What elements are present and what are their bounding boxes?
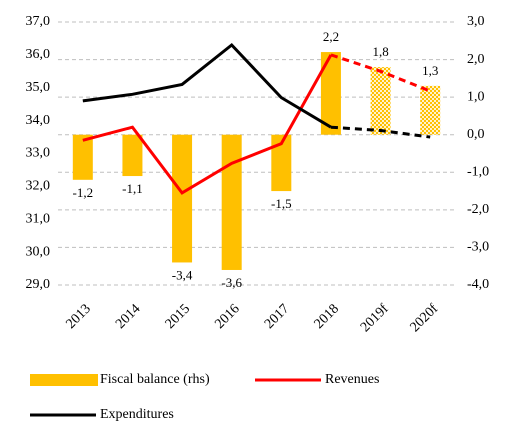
x-tick-label: 2018 bbox=[312, 301, 342, 331]
y-tick-label: 36,0 bbox=[26, 47, 51, 62]
line bbox=[330, 53, 431, 93]
y2-tick-label: -2,0 bbox=[467, 202, 489, 217]
bar bbox=[72, 134, 93, 180]
y-tick-label: 30,0 bbox=[26, 244, 51, 259]
bar bbox=[221, 134, 242, 270]
y-tick-label: 31,0 bbox=[26, 211, 51, 226]
y-tick-label: 37,0 bbox=[26, 14, 51, 29]
x-tick-label: 2016 bbox=[212, 301, 242, 331]
data-label: 1,3 bbox=[422, 63, 438, 78]
x-tick-label: 2019f bbox=[358, 301, 392, 335]
y2-tick-label: 0,0 bbox=[467, 127, 485, 142]
line bbox=[82, 42, 332, 129]
x-tick-label: 2014 bbox=[113, 301, 143, 331]
y2-tick-label: 1,0 bbox=[467, 89, 485, 104]
line bbox=[82, 54, 333, 195]
bar bbox=[271, 134, 292, 192]
data-label: -1,2 bbox=[73, 185, 94, 200]
bar bbox=[320, 52, 341, 135]
y2-tick-label: 3,0 bbox=[467, 14, 485, 29]
y2-tick-label: -3,0 bbox=[467, 240, 489, 255]
y2-tick-label: 2,0 bbox=[467, 52, 485, 67]
data-label: -1,5 bbox=[271, 196, 292, 211]
legend-label: Revenues bbox=[325, 372, 379, 387]
x-tick-label: 2013 bbox=[64, 301, 94, 331]
y-tick-label: 29,0 bbox=[26, 277, 51, 292]
y-tick-label: 34,0 bbox=[26, 113, 51, 128]
y-tick-label: 33,0 bbox=[26, 146, 51, 161]
line bbox=[330, 125, 431, 139]
data-label: -3,4 bbox=[172, 267, 193, 282]
data-label: 1,8 bbox=[372, 44, 388, 59]
y-tick-label: 35,0 bbox=[26, 80, 51, 95]
data-label: 2,2 bbox=[323, 29, 339, 44]
y-tick-label: 32,0 bbox=[26, 179, 51, 194]
data-label: -3,6 bbox=[221, 275, 242, 290]
x-tick-label: 2017 bbox=[262, 301, 292, 331]
x-tick-label: 2020f bbox=[408, 301, 442, 335]
legend-label: Expenditures bbox=[100, 407, 174, 422]
bar bbox=[420, 85, 441, 135]
bar bbox=[122, 134, 143, 177]
y2-tick-label: -4,0 bbox=[467, 277, 489, 292]
data-label: -1,1 bbox=[122, 181, 143, 196]
legend-label: Fiscal balance (rhs) bbox=[100, 372, 210, 387]
x-tick-label: 2015 bbox=[163, 301, 193, 331]
bar bbox=[370, 67, 391, 135]
y2-tick-label: -1,0 bbox=[467, 165, 489, 180]
legend-swatch bbox=[30, 374, 98, 386]
bar bbox=[172, 134, 193, 263]
